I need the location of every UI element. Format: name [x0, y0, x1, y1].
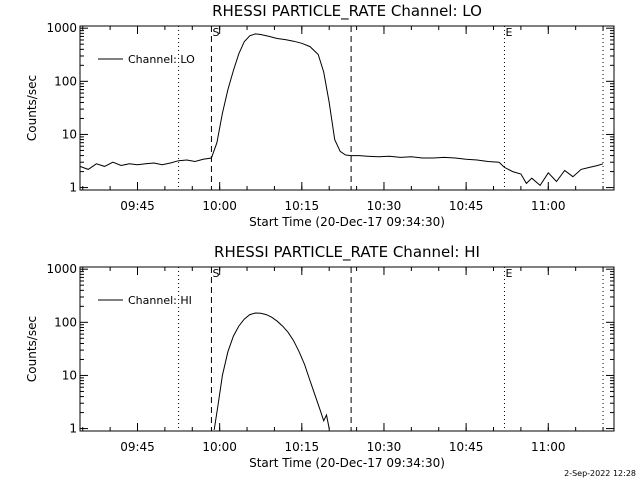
x-tick-label: 09:45	[120, 440, 155, 454]
y-axis-label: Counts/sec	[25, 316, 39, 382]
timestamp-label: 2-Sep-2022 12:28	[564, 469, 636, 478]
x-tick-label: 10:15	[285, 440, 320, 454]
chart-lo-channel: RHESSI PARTICLE_RATE Channel: LO Start T…	[25, 2, 615, 229]
x-axis-label: Start Time (20-Dec-17 09:34:30)	[249, 215, 445, 229]
marker-label-e: E	[505, 267, 512, 280]
y-tick-label: 1000	[46, 21, 77, 35]
x-tick-label: 10:45	[449, 199, 484, 213]
chart-hi-channel: RHESSI PARTICLE_RATE Channel: HI Start T…	[25, 243, 615, 470]
y-tick-label: 1000	[46, 262, 77, 276]
x-axis-label: Start Time (20-Dec-17 09:34:30)	[249, 456, 445, 470]
x-tick-label: 10:15	[285, 199, 320, 213]
y-tick-label: 1	[69, 181, 77, 195]
x-tick-label: 09:45	[120, 199, 155, 213]
plot-frame	[79, 266, 615, 432]
y-tick-label: 100	[54, 315, 77, 329]
chart-title: RHESSI PARTICLE_RATE Channel: LO	[212, 2, 482, 21]
series-line	[213, 312, 330, 430]
marker-label-s: S	[212, 267, 219, 280]
legend-label: Channel: LO	[128, 53, 195, 66]
legend-label: Channel: HI	[128, 294, 192, 307]
x-tick-label: 10:30	[367, 199, 402, 213]
y-tick-label: 100	[54, 74, 77, 88]
y-tick-label: 10	[62, 368, 77, 382]
marker-label-s: S	[212, 26, 219, 39]
y-axis-label: Counts/sec	[25, 75, 39, 141]
x-tick-label: 11:00	[531, 199, 566, 213]
x-tick-label: 11:00	[531, 440, 566, 454]
x-tick-label: 10:00	[202, 199, 237, 213]
plot-frame	[79, 25, 615, 191]
x-tick-label: 10:00	[202, 440, 237, 454]
marker-label-e: E	[505, 26, 512, 39]
series-line	[79, 33, 604, 187]
x-tick-label: 10:45	[449, 440, 484, 454]
chart-title: RHESSI PARTICLE_RATE Channel: HI	[214, 243, 480, 262]
x-tick-label: 10:30	[367, 440, 402, 454]
y-tick-label: 1	[69, 422, 77, 436]
y-tick-label: 10	[62, 127, 77, 141]
